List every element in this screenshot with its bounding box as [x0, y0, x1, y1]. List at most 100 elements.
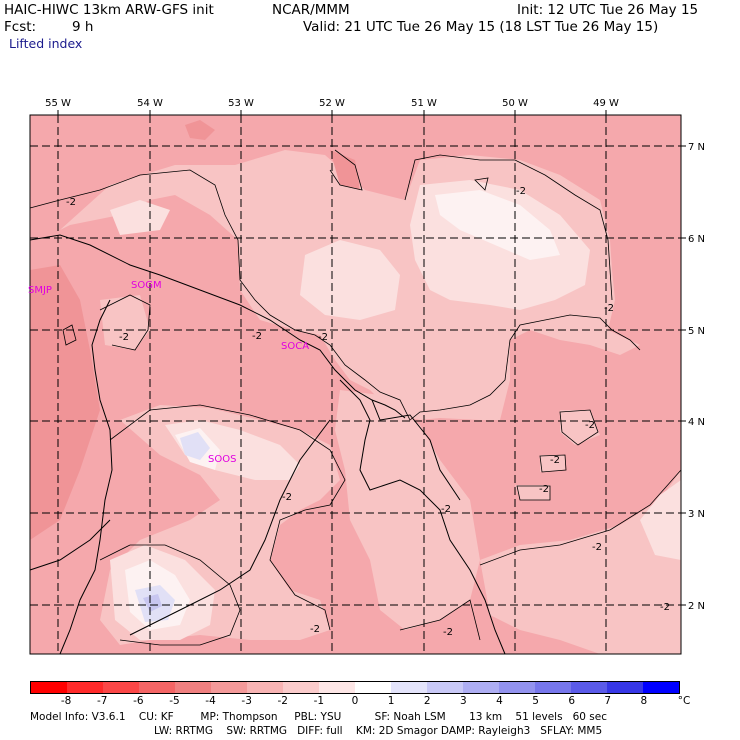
station-smjp: SMJP — [28, 285, 52, 296]
contour-small-2 — [539, 454, 567, 473]
forecast-hour: 9 h — [72, 19, 94, 35]
colorbar-swatch — [391, 682, 427, 693]
lat-label-6n: 6 N — [688, 234, 705, 245]
colorbar-tick-label: 2 — [423, 695, 431, 707]
contour-label: -2 — [516, 186, 526, 197]
shade-minus2-east — [335, 390, 480, 630]
colorbar-tick-label: -3 — [241, 695, 252, 707]
lon-label-54w: 54 W — [137, 98, 163, 109]
contour-west — [99, 294, 151, 351]
colorbar-swatch — [427, 682, 463, 693]
forecast-label: Fcst: — [4, 19, 37, 35]
lon-label-49w: 49 W — [593, 98, 619, 109]
colorbar-swatch — [103, 682, 139, 693]
model-info-line1: Model Info: V3.6.1 CU: KF MP: Thompson P… — [30, 711, 607, 723]
contour-southwest — [99, 544, 241, 646]
shade-1-central — [180, 432, 210, 460]
contour-small-3 — [516, 485, 551, 501]
field-title: Lifted index — [9, 36, 83, 51]
colorbar-unit: °C — [677, 695, 691, 707]
shade-minus1-north-c — [110, 200, 170, 235]
axis-ticks — [57, 110, 686, 606]
shade-2-southwest — [143, 594, 162, 612]
lat-label-3n: 3 N — [688, 509, 705, 520]
field-shading — [30, 115, 681, 654]
lat-label-5n: 5 N — [688, 326, 705, 337]
lat-label-4n: 4 N — [688, 417, 705, 428]
contour-label: -2 — [660, 602, 670, 613]
contour-label: -2 — [592, 542, 602, 553]
colorbar-tick-label: 1 — [387, 695, 395, 707]
shade-minus2-west — [100, 295, 150, 350]
contour-small-4 — [62, 324, 77, 346]
contour-label: -2 — [585, 420, 595, 431]
colorbar-tick-label: 0 — [351, 695, 359, 707]
colorbar-tick-label: 6 — [568, 695, 575, 707]
colorbar-tick-label: -4 — [205, 695, 216, 707]
colorbar-swatch — [175, 682, 211, 693]
contour-label: -2 — [604, 303, 614, 314]
contour-label: -2 — [252, 331, 262, 342]
station-soos: SOOS — [208, 454, 236, 465]
colorbar-tick-label: -5 — [169, 695, 180, 707]
colorbar-tick-label: -6 — [133, 695, 144, 707]
border-suriname-guiana — [339, 379, 506, 655]
colorbar-tick-label: -2 — [277, 695, 289, 707]
lon-label-51w: 51 W — [411, 98, 437, 109]
shade-minus2-southeast — [480, 470, 681, 654]
contour-label: -2 — [539, 484, 549, 495]
contour-label: -2 — [443, 627, 453, 638]
colorbar-tick-label: 7 — [604, 695, 612, 707]
colorbar-swatch — [139, 682, 175, 693]
contour-label: -2 — [282, 492, 292, 503]
contour-label: -2 — [550, 455, 560, 466]
station-soca: SOCA — [281, 341, 309, 352]
shade-0-north — [435, 190, 560, 260]
contour-north-b — [404, 154, 613, 301]
colorbar-tick-label: 5 — [532, 695, 539, 707]
contour-label: -2 — [318, 332, 328, 343]
colorbar-tick-label: -1 — [313, 695, 325, 707]
colorbar-swatch — [211, 682, 247, 693]
contour-label: -2 — [119, 332, 129, 343]
org-label: NCAR/MMM — [272, 2, 350, 18]
lon-label-52w: 52 W — [319, 98, 345, 109]
colorbar-swatch — [283, 682, 319, 693]
coastline — [29, 234, 406, 419]
model-info-line2: LW: RRTMG SW: RRTMG DIFF: full KM: 2D Sm… — [154, 725, 603, 737]
contours — [29, 149, 682, 646]
contour-label: -2 — [66, 197, 76, 208]
contour-central — [109, 404, 346, 631]
shade-minus1-southeast — [640, 480, 681, 560]
init-time: Init: 12 UTC Tue 26 May 15 — [517, 2, 699, 18]
contour-label: -2 — [310, 624, 320, 635]
colorbar-tick-label: 3 — [459, 695, 467, 707]
colorbar-tick-label: 4 — [496, 695, 503, 707]
colorbar-swatch — [67, 682, 103, 693]
border-guyana-suriname — [59, 299, 113, 655]
contour-south — [399, 599, 481, 641]
colorbar — [30, 681, 680, 694]
lon-label-55w: 55 W — [45, 98, 71, 109]
lon-label-50w: 50 W — [502, 98, 528, 109]
colorbar-swatch — [247, 682, 283, 693]
colorbar-labels: -8 -7 -6 -5 -4 -3 -2 -1 0 1 2 3 4 5 6 7 8 °C — [30, 695, 690, 709]
contour-southeast — [479, 469, 682, 566]
colorbar-swatch — [607, 682, 643, 693]
colorbar-swatch — [31, 682, 67, 693]
border-west — [29, 519, 111, 571]
colorbar-swatch — [571, 682, 607, 693]
contour-north-c — [329, 149, 363, 191]
contour-label: -2 — [441, 504, 451, 515]
shade-minus4-north — [185, 120, 360, 190]
station-sogm: SOGM — [131, 280, 162, 291]
colorbar-swatch — [643, 682, 679, 693]
contour-small-5 — [474, 177, 489, 191]
model-title: HAIC-HIWC 13km ARW-GFS init — [4, 2, 214, 18]
contour-north — [29, 169, 641, 421]
coast-amapa — [371, 399, 461, 501]
colorbar-tick-label: -7 — [96, 695, 108, 707]
valid-time: Valid: 21 UTC Tue 26 May 15 (18 LST Tue … — [303, 19, 659, 35]
colorbar-swatch — [319, 682, 355, 693]
